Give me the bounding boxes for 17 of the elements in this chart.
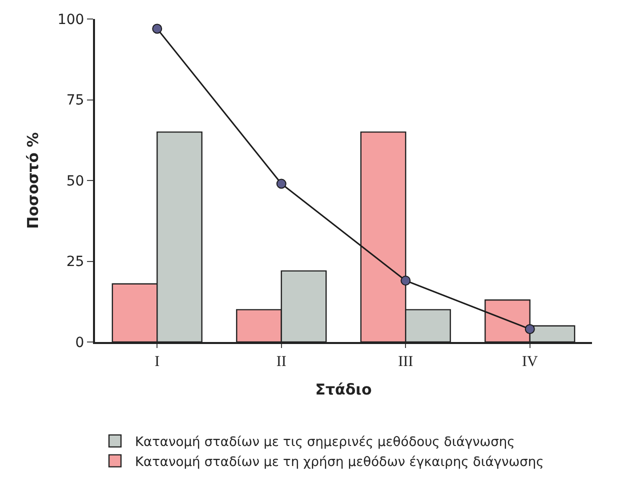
y-tick-label: 0	[75, 334, 84, 351]
point	[152, 24, 162, 34]
y-tick-label: 75	[66, 92, 84, 109]
legend-label: Κατανομή σταδίων με τη χρήση μεθόδων έγκαιρης διάγνωσης	[135, 454, 544, 470]
y-axis-title: Ποσοστό %	[24, 132, 42, 229]
point	[400, 276, 411, 286]
x-tick-label: III	[398, 354, 414, 370]
x-tick-label: I	[154, 354, 160, 370]
x-tick-label: IV	[522, 354, 538, 370]
point	[524, 324, 535, 334]
x-tick-label: II	[276, 354, 286, 370]
legend-label: Κατανομή σταδίων με τις σημερινές μεθόδους διάγνωσης	[135, 435, 515, 450]
y-tick-label: 50	[66, 173, 84, 190]
y-tick-label: 100	[57, 12, 84, 28]
x-axis-title: Στάδιο	[315, 380, 372, 398]
y-tick-label: 25	[66, 254, 84, 270]
point	[276, 178, 286, 189]
